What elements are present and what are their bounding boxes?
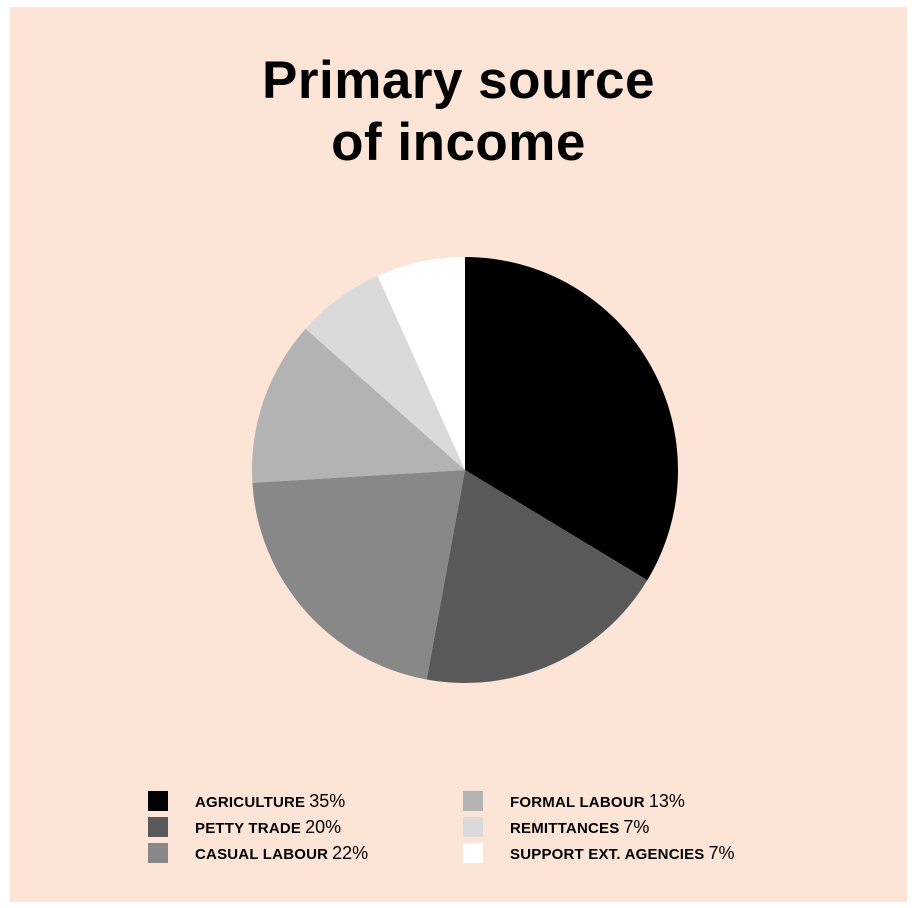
- legend-item-agriculture: AGRICULTURE 35%: [148, 791, 345, 811]
- legend-label: AGRICULTURE 35%: [195, 791, 345, 812]
- legend-value: 22%: [332, 842, 369, 863]
- legend-label: SUPPORT EXT. AGENCIES 7%: [510, 843, 735, 864]
- legend-swatch: [463, 791, 483, 811]
- legend-series-name: REMITTANCES: [510, 819, 620, 837]
- chart-title-line-2: of income: [331, 113, 586, 172]
- legend-item-petty-trade: PETTY TRADE 20%: [148, 817, 341, 837]
- legend-series-name: AGRICULTURE: [195, 793, 306, 811]
- pie-slice-support-ext-agencies: [377, 257, 465, 470]
- legend-label: PETTY TRADE 20%: [195, 817, 341, 838]
- legend-value: 35%: [309, 790, 346, 811]
- legend-item-remittances: REMITTANCES 7%: [463, 817, 649, 837]
- legend-series-name: SUPPORT EXT. AGENCIES: [510, 845, 705, 863]
- pie-slice-casual-labour: [252, 470, 465, 680]
- chart-title: Primary source of income: [0, 50, 914, 174]
- legend-item-formal-labour: FORMAL LABOUR 13%: [463, 791, 685, 811]
- pie-slice-agriculture: [465, 257, 678, 581]
- legend-label: FORMAL LABOUR 13%: [510, 791, 685, 812]
- legend-swatch: [148, 791, 168, 811]
- pie-slice-formal-labour: [252, 328, 465, 483]
- legend-series-name: FORMAL LABOUR: [510, 793, 645, 811]
- legend-value: 7%: [708, 842, 735, 863]
- legend-swatch: [148, 817, 168, 837]
- pie-slice-petty-trade: [426, 470, 648, 683]
- pie-slice-remittances: [305, 275, 465, 470]
- legend-value: 7%: [623, 816, 650, 837]
- legend-label: REMITTANCES 7%: [510, 817, 649, 838]
- legend-series-name: PETTY TRADE: [195, 819, 302, 837]
- chart-title-line-1: Primary source: [262, 51, 655, 110]
- legend-value: 20%: [305, 816, 342, 837]
- legend-value: 13%: [648, 790, 685, 811]
- legend-item-casual-labour: CASUAL LABOUR 22%: [148, 843, 368, 863]
- legend-swatch: [463, 817, 483, 837]
- legend-series-name: CASUAL LABOUR: [195, 845, 329, 863]
- legend-item-support-ext-agencies: SUPPORT EXT. AGENCIES 7%: [463, 843, 735, 863]
- legend-swatch: [148, 843, 168, 863]
- legend-label: CASUAL LABOUR 22%: [195, 843, 368, 864]
- legend-swatch: [463, 843, 483, 863]
